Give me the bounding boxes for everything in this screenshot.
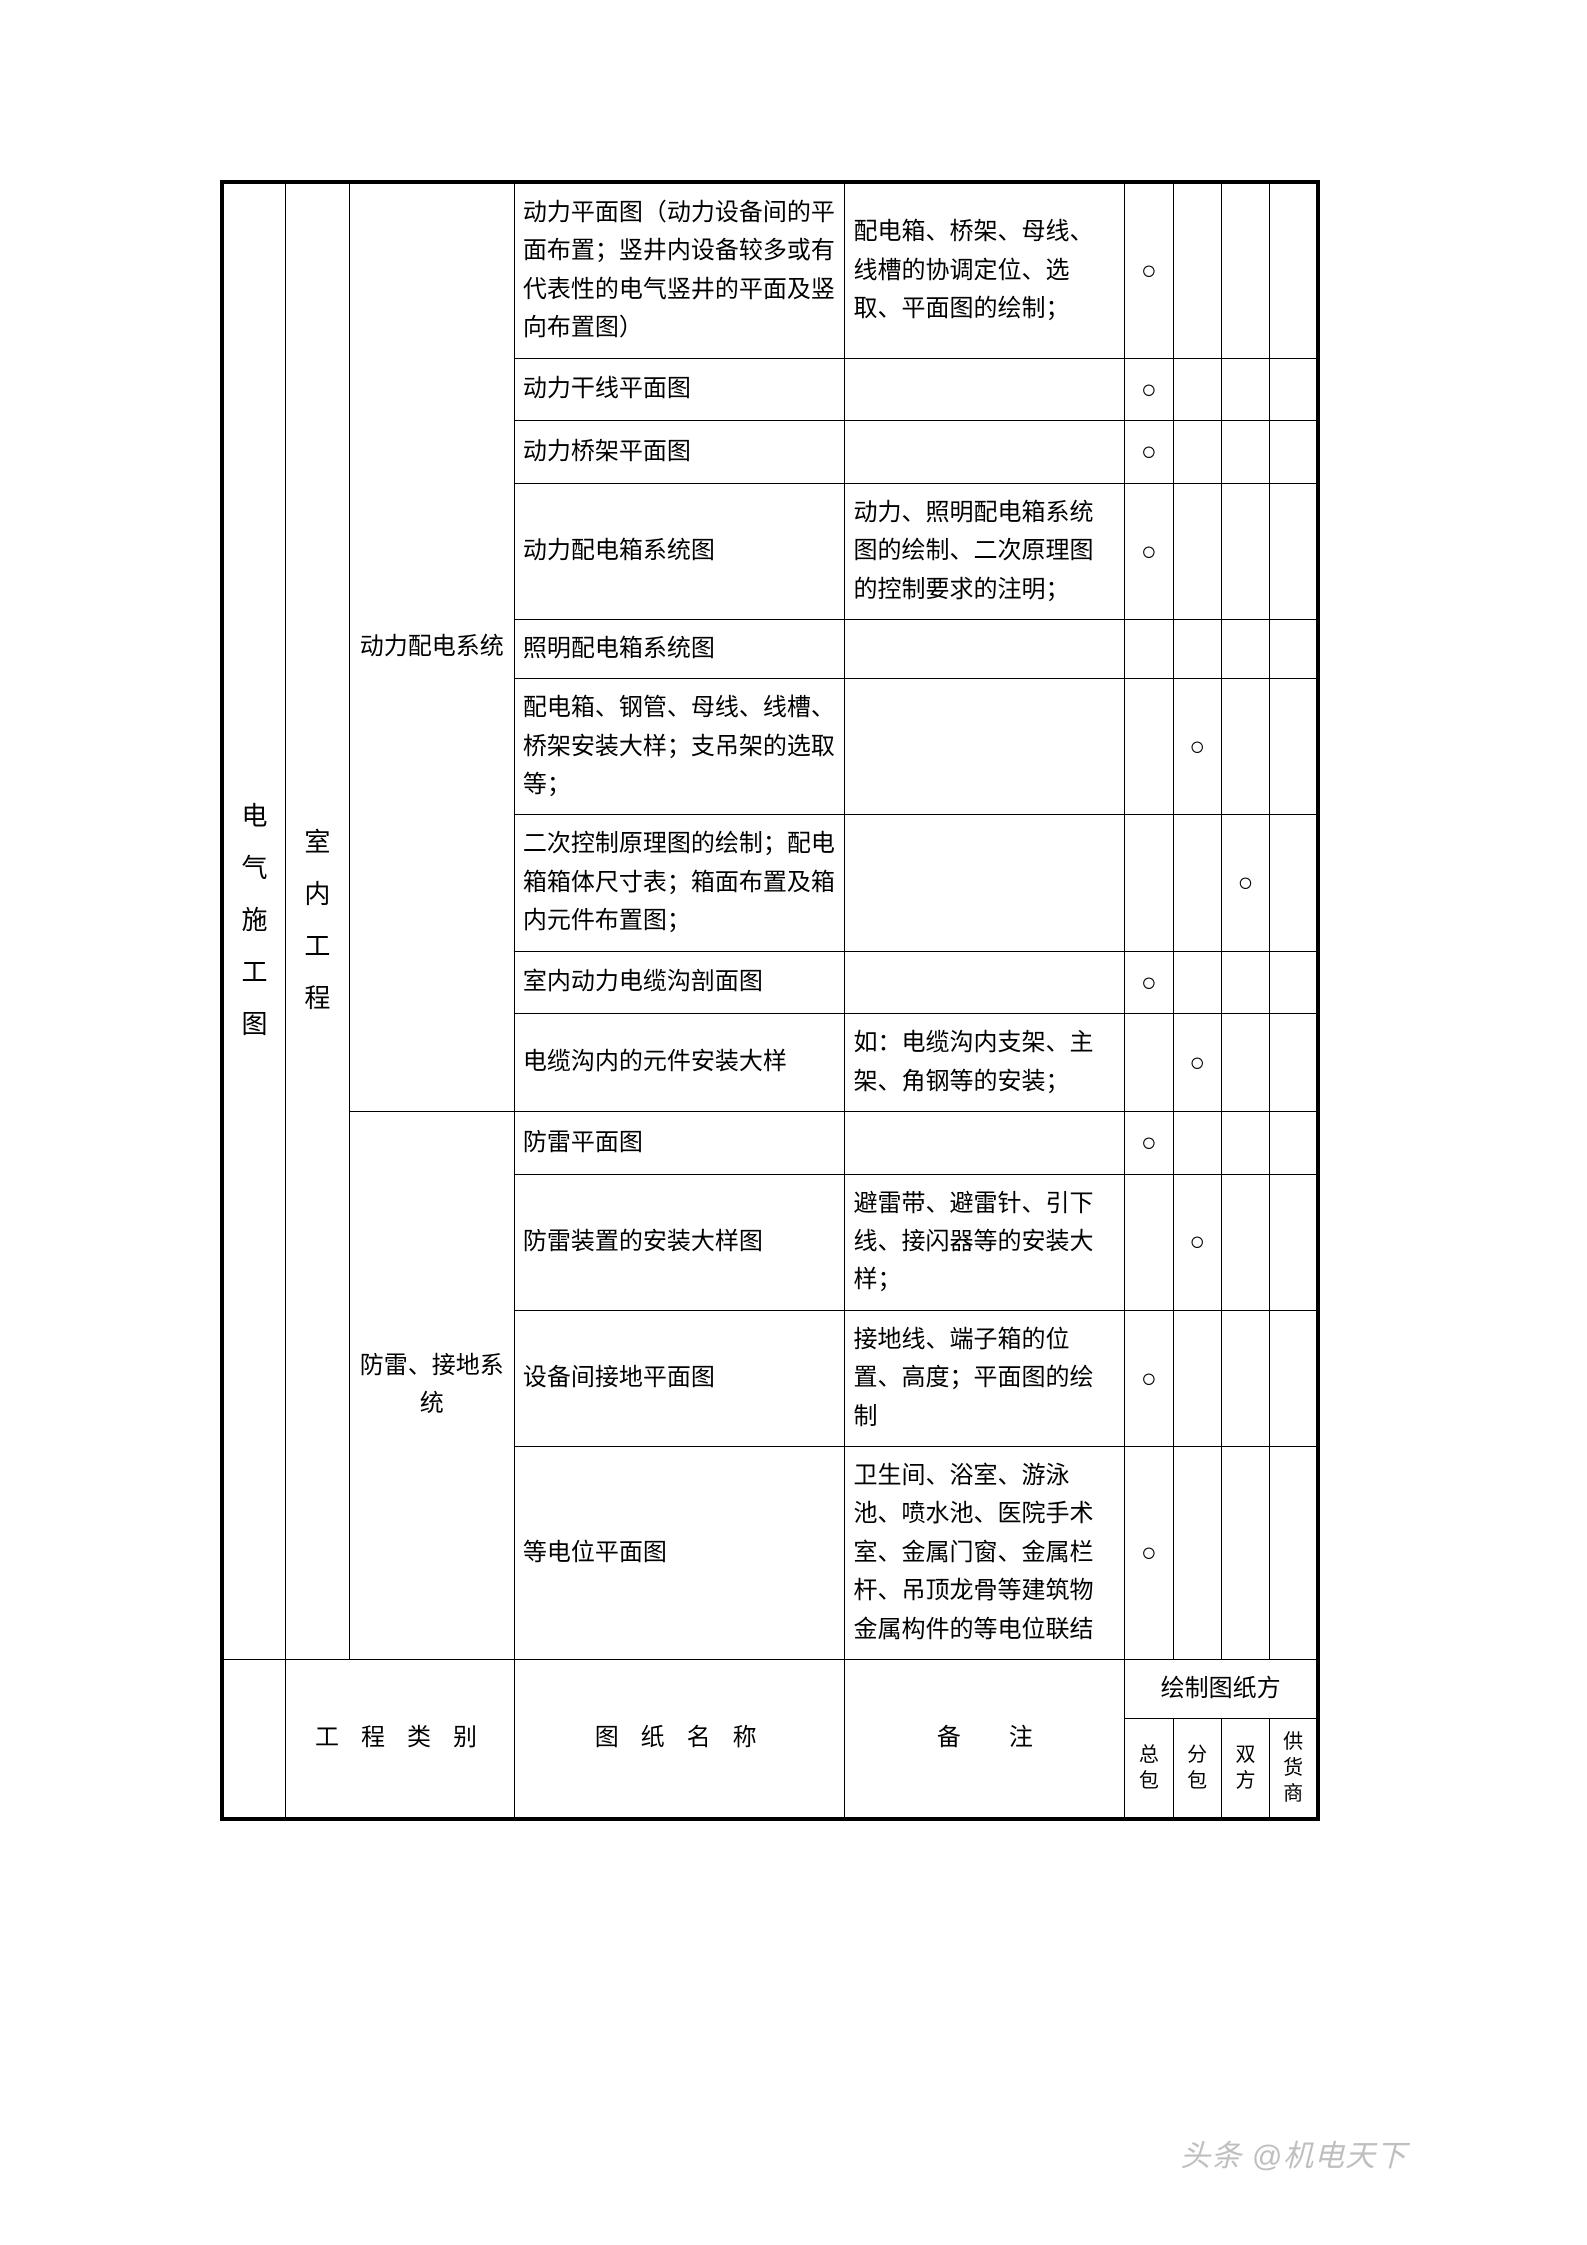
mark-shuang (1221, 1310, 1269, 1446)
row-note: 如：电缆沟内支架、主架、角钢等的安装； (845, 1014, 1125, 1112)
mark-zong (1125, 679, 1173, 815)
mark-shuang (1221, 679, 1269, 815)
mark-fen (1173, 815, 1221, 951)
mark-shuang (1221, 619, 1269, 678)
row-note: 配电箱、桥架、母线、线槽的协调定位、选取、平面图的绘制； (845, 182, 1125, 358)
mark-zong: ○ (1125, 182, 1173, 358)
drawing-table: 电气施工图 室内工程 动力配电系统 动力平面图（动力设备间的平面布置；竖井内设备… (220, 180, 1320, 1821)
mark-shuang (1221, 1112, 1269, 1175)
mark-gong (1270, 358, 1318, 421)
mark-gong (1270, 1112, 1318, 1175)
row-name: 防雷平面图 (514, 1112, 845, 1175)
mark-fen (1173, 619, 1221, 678)
row-name: 室内动力电缆沟剖面图 (514, 951, 845, 1014)
col1-category: 电气施工图 (222, 182, 286, 1659)
mark-zong: ○ (1125, 358, 1173, 421)
row-name: 照明配电箱系统图 (514, 619, 845, 678)
mark-shuang (1221, 421, 1269, 484)
row-note: 接地线、端子箱的位置、高度；平面图的绘制 (845, 1310, 1125, 1446)
row-name: 防雷装置的安装大样图 (514, 1174, 845, 1310)
mark-zong: ○ (1125, 1446, 1173, 1659)
row-note (845, 951, 1125, 1014)
mark-fen: ○ (1173, 679, 1221, 815)
mark-shuang (1221, 182, 1269, 358)
mark-fen (1173, 358, 1221, 421)
row-note: 避雷带、避雷针、引下线、接闪器等的安装大样； (845, 1174, 1125, 1310)
row-note (845, 358, 1125, 421)
mark-fen: ○ (1173, 1014, 1221, 1112)
mark-shuang (1221, 1446, 1269, 1659)
mark-fen (1173, 182, 1221, 358)
row-note: 动力、照明配电箱系统图的绘制、二次原理图的控制要求的注明； (845, 483, 1125, 619)
mark-gong (1270, 483, 1318, 619)
group-power: 动力配电系统 (349, 182, 514, 1112)
row-name: 动力配电箱系统图 (514, 483, 845, 619)
mark-shuang (1221, 1014, 1269, 1112)
mark-gong (1270, 951, 1318, 1014)
row-note: 卫生间、浴室、游泳池、喷水池、医院手术室、金属门窗、金属栏杆、吊顶龙骨等建筑物金… (845, 1446, 1125, 1659)
footer-note: 备 注 (845, 1659, 1125, 1819)
mark-gong (1270, 421, 1318, 484)
mark-gong (1270, 1174, 1318, 1310)
mark-shuang (1221, 358, 1269, 421)
mark-fen (1173, 1310, 1221, 1446)
footer-blank (222, 1659, 286, 1819)
mark-fen (1173, 1112, 1221, 1175)
row-name: 动力干线平面图 (514, 358, 845, 421)
mark-zong: ○ (1125, 1112, 1173, 1175)
mark-gong (1270, 1014, 1318, 1112)
mark-fen (1173, 483, 1221, 619)
mark-zong: ○ (1125, 483, 1173, 619)
mark-zong (1125, 1014, 1173, 1112)
mark-shuang (1221, 483, 1269, 619)
row-name: 电缆沟内的元件安装大样 (514, 1014, 845, 1112)
footer-c1: 总包 (1125, 1719, 1173, 1820)
footer-c4: 供货商 (1270, 1719, 1318, 1820)
mark-gong (1270, 1310, 1318, 1446)
mark-gong (1270, 679, 1318, 815)
mark-zong: ○ (1125, 1310, 1173, 1446)
mark-shuang: ○ (1221, 815, 1269, 951)
footer-c2: 分包 (1173, 1719, 1221, 1820)
mark-fen (1173, 951, 1221, 1014)
mark-shuang (1221, 1174, 1269, 1310)
mark-zong (1125, 1174, 1173, 1310)
row-name: 动力桥架平面图 (514, 421, 845, 484)
mark-shuang (1221, 951, 1269, 1014)
mark-gong (1270, 182, 1318, 358)
row-note (845, 679, 1125, 815)
row-name: 设备间接地平面图 (514, 1310, 845, 1446)
footer-category: 工 程 类 别 (286, 1659, 515, 1819)
row-name: 配电箱、钢管、母线、线槽、桥架安装大样；支吊架的选取等； (514, 679, 845, 815)
col2-subcategory: 室内工程 (286, 182, 350, 1659)
watermark-text: 头条 @机电天下 (1180, 2131, 1407, 2175)
mark-zong (1125, 619, 1173, 678)
mark-gong (1270, 619, 1318, 678)
mark-zong: ○ (1125, 951, 1173, 1014)
mark-fen: ○ (1173, 1174, 1221, 1310)
mark-zong (1125, 815, 1173, 951)
row-name: 二次控制原理图的绘制；配电箱箱体尺寸表；箱面布置及箱内元件布置图； (514, 815, 845, 951)
group-lightning: 防雷、接地系统 (349, 1112, 514, 1660)
mark-gong (1270, 1446, 1318, 1659)
mark-zong: ○ (1125, 421, 1173, 484)
row-note (845, 815, 1125, 951)
mark-fen (1173, 421, 1221, 484)
row-note (845, 1112, 1125, 1175)
row-name: 动力平面图（动力设备间的平面布置；竖井内设备较多或有代表性的电气竖井的平面及竖向… (514, 182, 845, 358)
footer-c3: 双方 (1221, 1719, 1269, 1820)
mark-gong (1270, 815, 1318, 951)
row-note (845, 421, 1125, 484)
mark-fen (1173, 1446, 1221, 1659)
row-note (845, 619, 1125, 678)
footer-drawing-name: 图 纸 名 称 (514, 1659, 845, 1819)
footer-drawside: 绘制图纸方 (1125, 1659, 1318, 1718)
row-name: 等电位平面图 (514, 1446, 845, 1659)
